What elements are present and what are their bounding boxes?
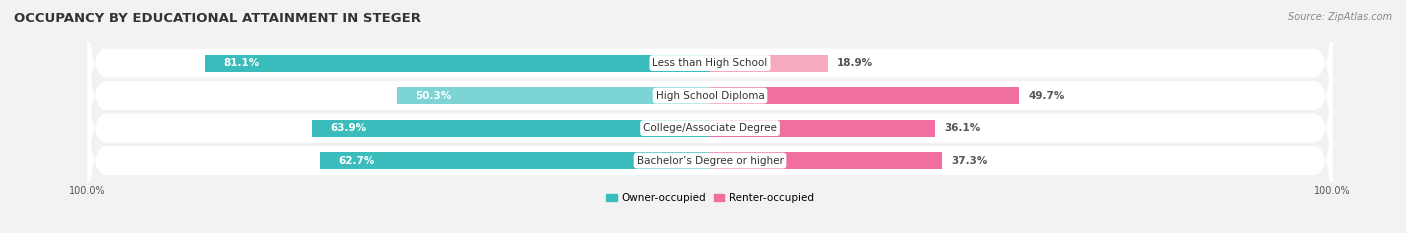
Text: 37.3%: 37.3%	[952, 156, 988, 166]
Bar	[396, 87, 710, 104]
Text: 62.7%: 62.7%	[339, 156, 374, 166]
Legend: Owner-occupied, Renter-occupied: Owner-occupied, Renter-occupied	[602, 189, 818, 207]
Bar	[312, 120, 710, 137]
FancyBboxPatch shape	[87, 78, 1333, 233]
Bar	[319, 152, 710, 169]
FancyBboxPatch shape	[87, 13, 1333, 179]
Bar	[710, 55, 828, 72]
Text: Less than High School: Less than High School	[652, 58, 768, 68]
Text: OCCUPANCY BY EDUCATIONAL ATTAINMENT IN STEGER: OCCUPANCY BY EDUCATIONAL ATTAINMENT IN S…	[14, 12, 420, 25]
Text: 49.7%: 49.7%	[1029, 91, 1066, 101]
Text: College/Associate Degree: College/Associate Degree	[643, 123, 778, 133]
Bar	[710, 152, 942, 169]
Text: 63.9%: 63.9%	[330, 123, 367, 133]
Text: 18.9%: 18.9%	[837, 58, 873, 68]
Bar	[710, 87, 1019, 104]
Bar	[205, 55, 710, 72]
Text: High School Diploma: High School Diploma	[655, 91, 765, 101]
Text: 50.3%: 50.3%	[416, 91, 451, 101]
FancyBboxPatch shape	[87, 0, 1333, 146]
Text: 36.1%: 36.1%	[945, 123, 980, 133]
Bar	[710, 120, 935, 137]
Text: Source: ZipAtlas.com: Source: ZipAtlas.com	[1288, 12, 1392, 22]
Text: 81.1%: 81.1%	[224, 58, 260, 68]
Text: Bachelor’s Degree or higher: Bachelor’s Degree or higher	[637, 156, 783, 166]
FancyBboxPatch shape	[87, 45, 1333, 211]
